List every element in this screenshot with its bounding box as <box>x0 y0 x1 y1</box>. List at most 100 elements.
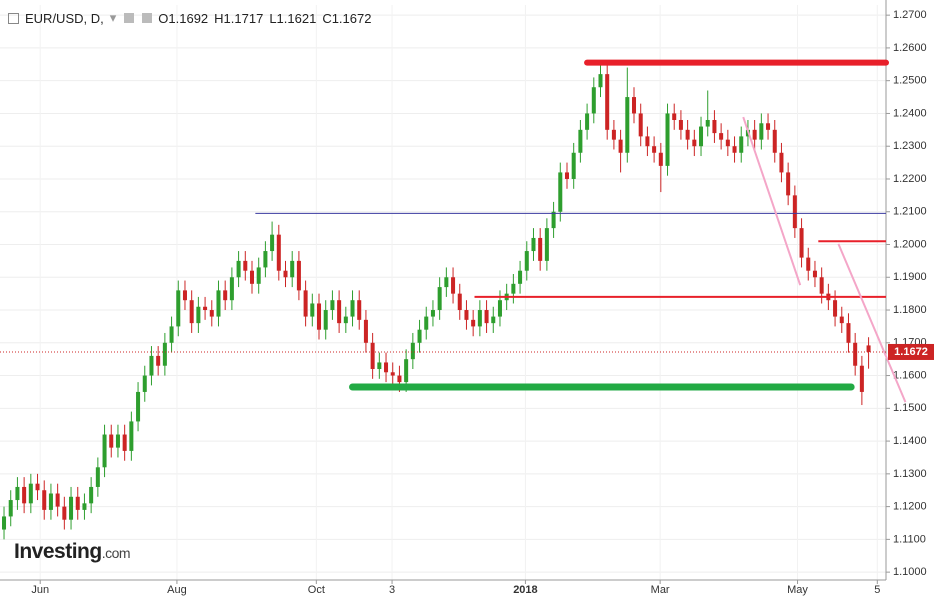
ohlc: O1.1692 <box>158 11 208 26</box>
candle-body <box>833 300 838 317</box>
candle-body <box>256 267 261 284</box>
candle-body <box>330 300 335 311</box>
x-tick-label: Jun <box>31 584 49 596</box>
candle-body <box>625 97 630 153</box>
candle-body <box>772 129 777 153</box>
candle-body <box>712 120 717 134</box>
ohlc-letter: H <box>214 10 224 26</box>
candle-body <box>263 251 268 268</box>
settings-icon[interactable] <box>124 13 135 23</box>
dropdown[interactable]: ▾ <box>109 10 117 25</box>
candle-body <box>390 372 395 376</box>
y-tick-label: 1.2600 <box>893 42 927 54</box>
candle-body <box>799 228 804 258</box>
candle-body <box>531 237 536 252</box>
candle-body <box>457 293 462 311</box>
candle-body <box>69 496 74 520</box>
candle-body <box>417 329 422 343</box>
candle-body <box>611 129 616 140</box>
candle-body <box>55 493 60 507</box>
candle-body <box>8 500 13 517</box>
ohlc-value: 1.1692 <box>168 10 209 26</box>
candle-body <box>739 136 744 153</box>
candle-body <box>169 326 174 343</box>
ohlc-value: 1.1621 <box>276 10 317 26</box>
candle-body <box>538 237 543 261</box>
x-tick-label: Mar <box>651 584 670 596</box>
candle-body <box>182 290 187 301</box>
candle-body <box>397 375 402 383</box>
candle-body <box>819 277 824 294</box>
candle-body <box>524 251 529 271</box>
y-tick-label: 1.1200 <box>893 501 927 513</box>
ohlc: L1.1621 <box>269 11 316 26</box>
ohlc-letter: C <box>322 10 332 26</box>
y-tick-label: 1.1800 <box>893 304 927 316</box>
candle-body <box>136 391 141 422</box>
candle-body <box>705 120 710 127</box>
candle-body <box>812 270 817 278</box>
candle-body <box>203 306 208 311</box>
candle-body <box>477 310 482 327</box>
candle-body <box>223 290 228 301</box>
candle-body <box>618 139 623 153</box>
candle-body <box>95 467 100 487</box>
trend-line <box>837 243 907 403</box>
candle-body <box>310 303 315 317</box>
candle-body <box>229 277 234 301</box>
header: EUR/USD, D, ▾ O1.1692 H1.1717 L1.1621 C1… <box>8 10 371 26</box>
candle-body <box>323 310 328 330</box>
candle-body <box>343 316 348 324</box>
candle-body <box>591 87 596 114</box>
candle-body <box>631 97 637 114</box>
candle-body <box>370 342 375 370</box>
y-tick-label: 1.2300 <box>893 140 927 152</box>
candle-body <box>109 434 114 448</box>
candle-body <box>806 257 811 271</box>
candle-body <box>732 146 737 153</box>
candle-body <box>585 113 590 130</box>
candle-body <box>303 290 308 317</box>
candle-body <box>464 310 469 320</box>
candle-body <box>866 345 871 352</box>
candle-body <box>564 172 569 179</box>
candle-body <box>471 319 476 327</box>
candle-body <box>578 129 583 153</box>
candle-body <box>766 123 771 130</box>
candle-body <box>28 483 33 504</box>
logo-suffix: .com <box>101 545 131 561</box>
candle-body <box>430 310 435 317</box>
candle-body <box>645 136 650 147</box>
candle-body <box>759 123 764 140</box>
candle-body <box>685 129 690 140</box>
candle-body <box>270 234 275 252</box>
candle-body <box>491 316 496 324</box>
close-icon[interactable] <box>142 13 153 23</box>
candle-body <box>156 355 161 366</box>
candle-body <box>451 277 456 294</box>
candle-body <box>518 270 523 284</box>
candle-body <box>558 172 563 212</box>
candle-body <box>102 434 107 468</box>
x-tick-label: 2018 <box>513 584 537 596</box>
y-tick-label: 1.2000 <box>893 238 927 250</box>
y-tick-label: 1.2200 <box>893 173 927 185</box>
menu-icon[interactable] <box>8 12 19 24</box>
candle-body <box>497 300 502 317</box>
candle-body <box>363 319 368 343</box>
y-tick-label: 1.2400 <box>893 107 927 119</box>
candle-body <box>444 277 449 288</box>
candle-body <box>22 486 27 504</box>
candle-body <box>142 375 147 392</box>
y-tick-label: 1.1600 <box>893 369 927 381</box>
candle-body <box>598 74 603 88</box>
candle-body <box>122 434 127 451</box>
y-tick-label: 1.1100 <box>893 533 926 545</box>
y-tick-label: 1.1900 <box>893 271 927 283</box>
x-tick-label: 5 <box>874 584 880 596</box>
candle-body <box>337 300 342 324</box>
y-tick-label: 1.2500 <box>893 75 927 87</box>
price-tag <box>888 343 934 360</box>
candle-body <box>216 290 221 317</box>
